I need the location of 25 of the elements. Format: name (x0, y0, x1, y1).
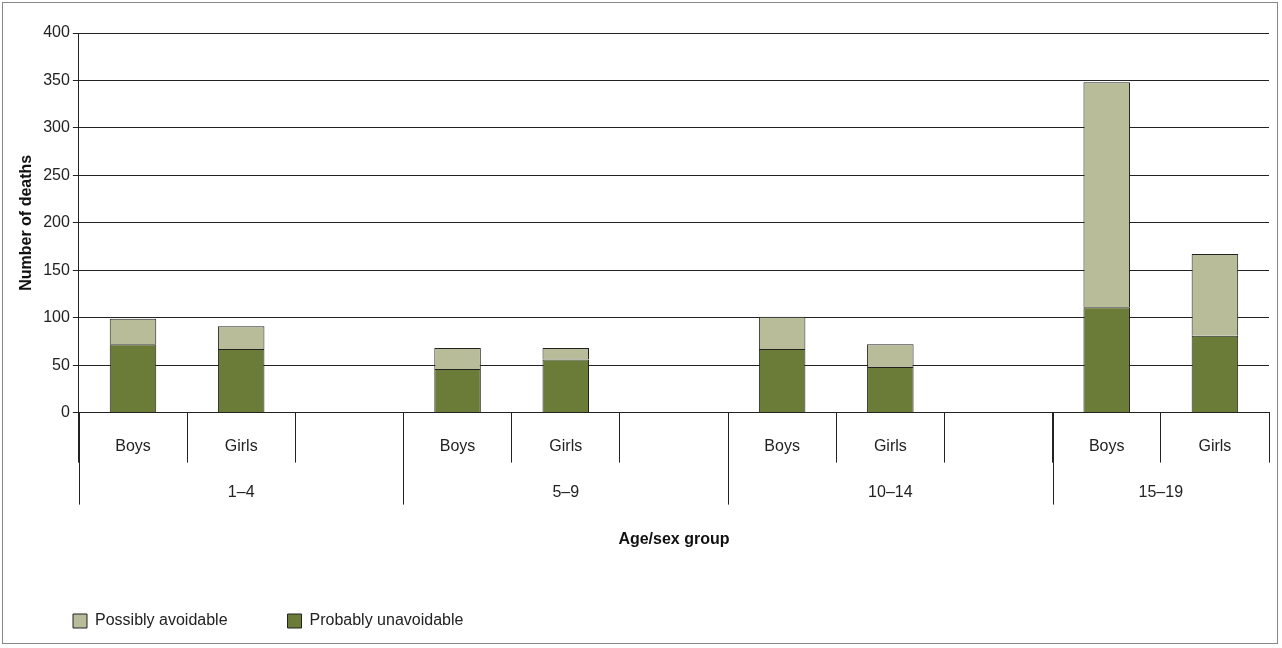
text: 5–9 (552, 483, 580, 501)
y-tick-label: 50 (52, 355, 70, 373)
y-tick-label: 100 (43, 308, 70, 326)
x-tick-label: Boys (764, 436, 800, 454)
y-tick-label: 350 (43, 70, 70, 88)
x-tick-label: Girls (1198, 436, 1232, 454)
x-tick-label: Girls (549, 436, 583, 454)
legend-label: Possibly avoidable (95, 611, 228, 629)
x-tick-label: Girls (224, 436, 258, 454)
y-tick-label: 250 (43, 165, 70, 183)
y-tick-label: 150 (43, 260, 70, 278)
text: 10–14 (868, 483, 913, 501)
legend-label: Probably unavoidable (309, 611, 464, 629)
x-axis-title: Age/sex group (618, 529, 730, 547)
y-tick-label: 300 (43, 118, 70, 136)
x-tick-label: Girls (873, 436, 907, 454)
x-tick-label: Boys (115, 436, 151, 454)
text: 1–4 (227, 483, 255, 501)
y-tick-label: 200 (43, 213, 70, 231)
text: 15–19 (1138, 483, 1184, 501)
y-tick-label: 0 (60, 403, 70, 421)
x-tick-label: Boys (439, 436, 476, 454)
x-tick-label: Boys (1088, 436, 1125, 454)
y-axis-title: Number of deaths (17, 154, 35, 291)
y-tick-label: 400 (43, 23, 70, 41)
